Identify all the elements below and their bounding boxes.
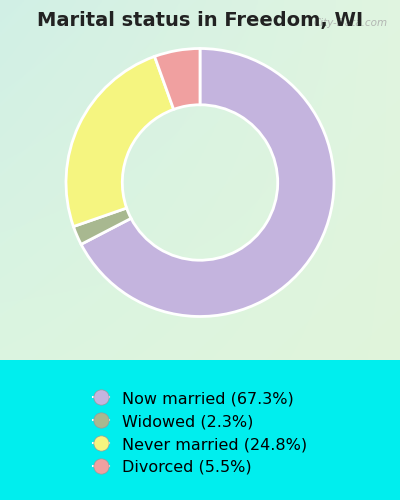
Text: Marital status in Freedom, WI: Marital status in Freedom, WI: [37, 11, 363, 30]
Text: City-Data.com: City-Data.com: [314, 18, 388, 28]
Wedge shape: [74, 208, 131, 244]
Wedge shape: [81, 48, 334, 316]
Legend: Now married (67.3%), Widowed (2.3%), Never married (24.8%), Divorced (5.5%): Now married (67.3%), Widowed (2.3%), Nev…: [88, 386, 312, 480]
Wedge shape: [154, 48, 200, 110]
Wedge shape: [66, 56, 174, 226]
